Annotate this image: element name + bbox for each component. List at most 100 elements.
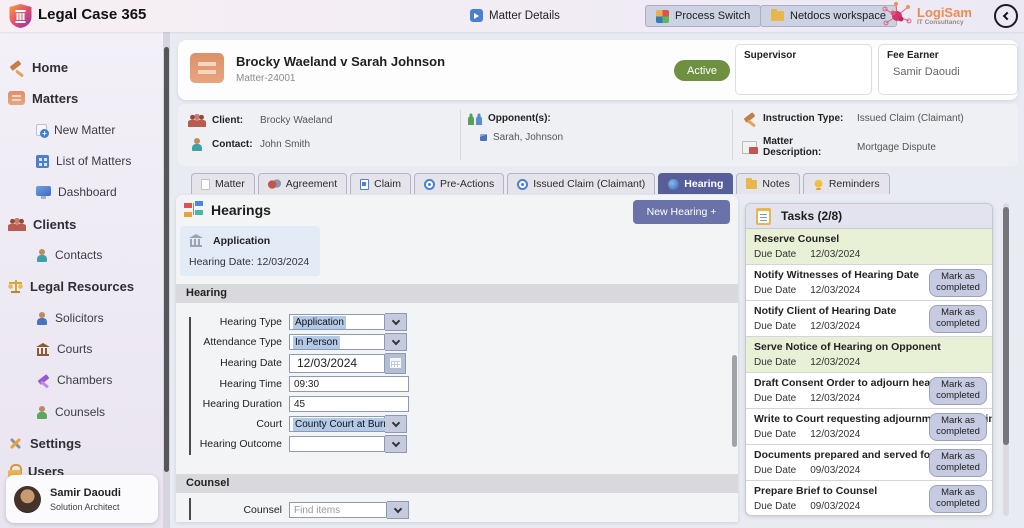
hearings-title: Hearings (211, 201, 271, 218)
document-briefcase-icon (742, 140, 758, 154)
sidebar-item-list-of-matters[interactable]: List of Matters (8, 150, 161, 172)
matter-details-label: Matter Details (489, 9, 560, 22)
new-hearing-button[interactable]: New Hearing + (633, 200, 730, 224)
tab-hearing[interactable]: Hearing (658, 173, 734, 194)
sidebar-item-clients[interactable]: Clients (8, 213, 161, 235)
hearing-time-input[interactable] (289, 376, 409, 392)
court-select[interactable]: County Court at Burnley (289, 416, 404, 432)
chevron-down-icon[interactable] (385, 415, 407, 433)
sidebar-item-label: New Matter (54, 123, 116, 137)
hearing-duration-input[interactable] (289, 396, 409, 412)
field-label: Counsel (243, 504, 282, 516)
logisam-molecule-icon (882, 2, 912, 26)
tab-notes[interactable]: Notes (736, 173, 800, 194)
supervisor-label: Supervisor (744, 50, 797, 61)
contact-value: John Smith (260, 139, 311, 150)
sidebar-scrollbar[interactable] (163, 32, 170, 528)
sidebar-item-label: Home (32, 59, 69, 75)
sidebar-item-chambers[interactable]: Chambers (8, 369, 161, 391)
mark-completed-button[interactable]: Mark as completed (929, 413, 987, 441)
sidebar-item-matters[interactable]: Matters (8, 87, 161, 109)
chevron-down-icon[interactable] (387, 501, 409, 519)
form-accent-line (189, 498, 191, 520)
sidebar-item-users[interactable]: Users (8, 460, 161, 482)
task-row: Draft Consent Order to adjourn hearing D… (746, 373, 992, 409)
attendance-type-select[interactable]: In Person (289, 334, 385, 350)
fee-earner-value: Samir Daoudi (893, 66, 960, 78)
chevron-down-icon[interactable] (385, 435, 407, 453)
tab-label: Issued Claim (Claimant) (533, 178, 646, 190)
netdocs-label: Netdocs workspace (790, 10, 886, 22)
tab-pre-actions[interactable]: Pre-Actions (413, 173, 505, 194)
tab-agreement[interactable]: Agreement (257, 173, 348, 194)
tasks-panel: Tasks (2/8) Reserve Counsel Due Date 12/0… (745, 203, 993, 516)
panel-scrollbar[interactable] (732, 355, 737, 447)
sidebar-item-legal-resources[interactable]: Legal Resources (8, 275, 161, 297)
task-title: Notify Witnesses of Hearing Date (754, 269, 920, 281)
brand-subtitle: IT Consultancy (917, 19, 964, 26)
scale-icon (8, 279, 23, 293)
new-document-icon (36, 124, 49, 138)
divider (732, 110, 733, 160)
hearing-outcome-select[interactable] (289, 436, 385, 452)
mark-completed-button[interactable]: Mark as completed (929, 449, 987, 477)
collapse-back-button[interactable] (994, 4, 1018, 28)
hearing-card[interactable]: Application Hearing Date: 12/03/2024 (180, 226, 320, 276)
due-date-value: 12/03/2024 (810, 249, 861, 260)
sidebar-item-solicitors[interactable]: Solicitors (8, 307, 161, 329)
monitor-icon (36, 185, 51, 199)
calendar-icon[interactable] (385, 352, 406, 374)
people-group-icon (8, 217, 26, 231)
sidebar-item-dashboard[interactable]: Dashboard (8, 181, 161, 203)
netdocs-workspace-button[interactable]: Netdocs workspace (760, 5, 897, 27)
due-date-value: 12/03/2024 (810, 393, 861, 404)
mark-completed-button[interactable]: Mark as completed (929, 485, 987, 513)
sidebar-item-label: Chambers (57, 373, 113, 387)
hearing-type-select[interactable]: Application (289, 314, 385, 330)
counsel-search-input[interactable] (289, 502, 387, 518)
task-row: Notify Client of Hearing Date Due Date 12… (746, 301, 992, 337)
field-label: Hearing Outcome (199, 438, 282, 450)
sidebar-item-label: Dashboard (58, 185, 117, 199)
client-row: Client: Brocky Waeland (188, 114, 332, 127)
matter-id: Matter-24001 (236, 73, 296, 84)
mark-completed-button[interactable]: Mark as completed (929, 377, 987, 405)
scrollbar-thumb[interactable] (1003, 207, 1009, 445)
mark-completed-button[interactable]: Mark as completed (929, 305, 987, 333)
user-profile-card[interactable]: Samir Daoudi Solution Architect (6, 475, 158, 523)
scrollbar-thumb[interactable] (164, 47, 169, 472)
sidebar-item-counsels[interactable]: Counsels (8, 401, 161, 423)
sidebar-item-new-matter[interactable]: New Matter (8, 119, 161, 141)
description-label: Matter Description: (763, 136, 822, 158)
task-row: Documents prepared and served for Hearin… (746, 445, 992, 481)
tab-claim[interactable]: Claim (350, 173, 411, 194)
chevron-down-icon[interactable] (385, 333, 407, 351)
tab-label: Notes (762, 178, 790, 190)
description-row: Matter Description: Mortgage Dispute (742, 136, 936, 158)
matter-details-link[interactable]: Matter Details (470, 9, 560, 22)
field-label: Court (256, 418, 282, 430)
sidebar-item-contacts[interactable]: Contacts (8, 244, 161, 266)
mark-completed-button[interactable]: Mark as completed (929, 269, 987, 297)
matter-tab-bar: Matter Agreement Claim Pre-Actions Issue… (191, 173, 890, 194)
gavel-icon (36, 374, 50, 386)
sidebar-item-settings[interactable]: Settings (8, 432, 161, 454)
archive-box-icon (8, 91, 25, 105)
tab-issued-claim[interactable]: Issued Claim (Claimant) (507, 173, 656, 194)
form-row-attendance-type: Attendance Type In Person (196, 332, 409, 352)
tab-label: Hearing (684, 178, 724, 190)
process-switch-button[interactable]: Process Switch (645, 5, 762, 27)
due-date-label: Due Date (754, 501, 797, 512)
sidebar-item-courts[interactable]: Courts (8, 338, 161, 360)
tasks-scrollbar[interactable] (1003, 203, 1009, 516)
tab-reminders[interactable]: Reminders (802, 173, 890, 194)
chevron-down-icon[interactable] (385, 313, 407, 331)
sidebar-item-home[interactable]: Home (8, 56, 161, 78)
hearing-date-input[interactable] (289, 353, 385, 373)
courthouse-icon (189, 234, 203, 247)
target-icon (517, 178, 529, 190)
tab-matter[interactable]: Matter (191, 173, 255, 194)
fee-earner-label: Fee Earner (887, 50, 939, 61)
task-row: Write to Court requesting adjournment & … (746, 409, 992, 445)
